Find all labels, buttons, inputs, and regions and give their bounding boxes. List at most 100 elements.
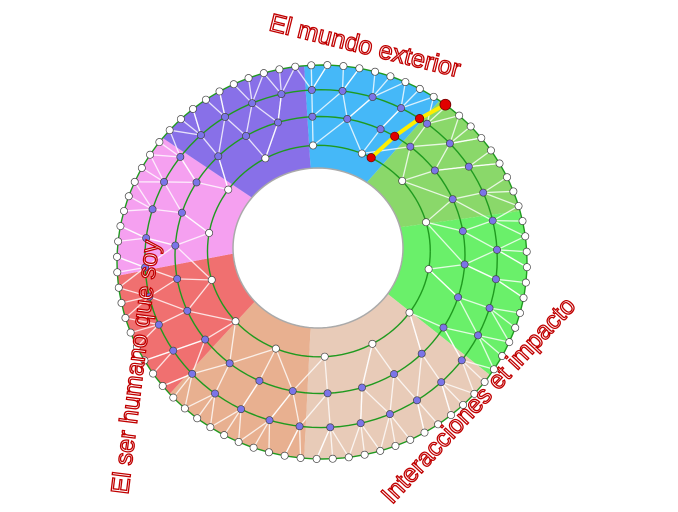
white-node <box>371 67 380 76</box>
mesh-line <box>175 232 210 247</box>
blue-node <box>445 139 454 148</box>
mesh-line <box>483 192 519 207</box>
mesh-line <box>186 279 213 312</box>
mesh-lines <box>116 64 528 460</box>
white-node <box>447 411 455 420</box>
white-node <box>405 308 414 317</box>
mesh-line <box>361 146 411 155</box>
mesh-line <box>380 107 402 130</box>
white-node <box>155 138 164 147</box>
mesh-line <box>134 181 154 210</box>
mesh-line <box>210 408 242 428</box>
mesh-line <box>141 167 165 183</box>
blue-node <box>142 234 151 243</box>
white-node <box>189 104 197 113</box>
white-node <box>320 352 329 361</box>
mesh-line <box>489 307 521 314</box>
blue-node <box>458 227 467 236</box>
blue-node <box>368 93 377 102</box>
mesh-line <box>462 230 498 251</box>
blue-node <box>423 119 432 128</box>
mesh-line <box>233 83 253 104</box>
mesh-line <box>192 108 202 136</box>
blue-node <box>169 346 178 355</box>
white-node <box>133 342 141 351</box>
highlight-node <box>366 153 376 163</box>
mesh-line <box>144 244 176 269</box>
mesh-line <box>253 419 271 449</box>
white-node <box>514 202 523 210</box>
white-node <box>307 61 316 70</box>
white-node <box>176 115 185 124</box>
highlight-path <box>366 98 452 163</box>
mesh-line <box>311 90 343 118</box>
blue-node <box>390 370 398 379</box>
white-node <box>215 87 224 96</box>
mesh-line <box>240 380 260 410</box>
mesh-line <box>457 296 479 336</box>
mesh-line <box>329 426 350 458</box>
blue-node <box>454 293 463 302</box>
mesh-line <box>123 208 153 212</box>
mesh-line <box>489 307 516 329</box>
mesh-line <box>425 198 454 223</box>
white-node <box>459 400 468 409</box>
blue-node <box>457 356 466 365</box>
highlight-node <box>415 114 425 124</box>
mesh-line <box>464 263 497 280</box>
mesh-line <box>258 348 277 382</box>
white-node <box>521 278 530 287</box>
mesh-line <box>310 65 313 90</box>
white-node <box>117 299 126 307</box>
mesh-line <box>264 122 279 159</box>
white-node <box>114 283 123 292</box>
white-node <box>355 64 364 73</box>
white-node <box>406 435 415 444</box>
white-node <box>489 365 498 374</box>
mesh-line <box>468 162 500 168</box>
mesh-line <box>292 390 301 427</box>
blue-node <box>295 422 304 431</box>
mesh-line <box>125 296 150 319</box>
mesh-line <box>416 399 439 425</box>
mesh-line <box>461 360 475 395</box>
mesh-line <box>158 310 188 326</box>
mesh-line <box>275 348 294 392</box>
blue-node <box>464 162 473 171</box>
mesh-line <box>278 69 283 95</box>
mesh-line <box>361 128 382 154</box>
mesh-line <box>477 334 503 357</box>
mesh-line <box>177 278 212 281</box>
mesh-line <box>238 419 270 443</box>
mesh-line <box>326 393 331 428</box>
mesh-line <box>120 225 147 239</box>
white-node <box>180 404 189 413</box>
mesh-line <box>341 67 360 92</box>
mesh-line <box>442 327 463 361</box>
mesh-line <box>389 413 411 441</box>
mesh-line <box>449 137 482 145</box>
mesh-line <box>269 390 294 421</box>
white-node <box>206 423 215 432</box>
mesh-line <box>121 296 150 304</box>
mesh-line <box>181 212 210 234</box>
white-node <box>480 377 489 386</box>
white-node <box>398 176 407 185</box>
mesh-line <box>346 96 373 120</box>
blue-node <box>358 383 366 392</box>
mesh-line <box>400 88 421 109</box>
white-node <box>309 141 317 150</box>
mesh-line <box>496 249 527 253</box>
white-node <box>259 69 268 78</box>
mesh-line <box>426 96 435 124</box>
mesh-line <box>263 72 282 95</box>
mesh-line <box>401 146 411 182</box>
mesh-line <box>425 221 466 265</box>
mesh-line <box>311 64 328 91</box>
mesh-line <box>179 156 198 183</box>
blue-node <box>211 389 219 398</box>
white-node <box>323 61 332 70</box>
white-node <box>503 173 511 182</box>
blue-node <box>242 131 250 140</box>
mesh-line <box>496 235 526 251</box>
